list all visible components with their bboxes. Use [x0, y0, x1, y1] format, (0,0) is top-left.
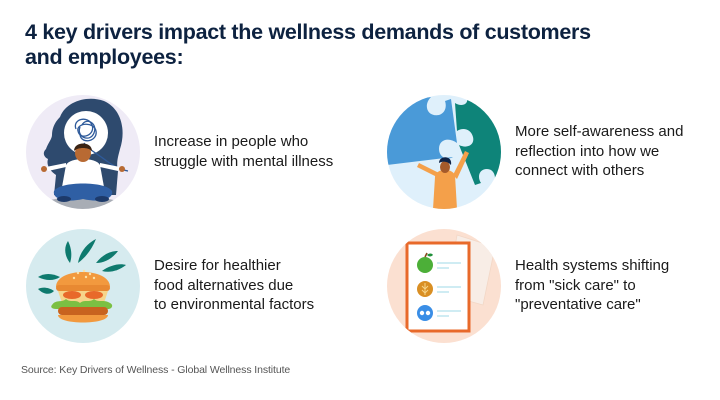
driver-text: Increase in people who struggle with men…: [154, 133, 334, 170]
driver-text: More self-awareness and reflection into …: [515, 123, 684, 179]
healthy-burger-icon: [26, 229, 140, 343]
driver-text: Health systems shifting from "sick care"…: [515, 257, 670, 313]
driver-text: Desire for healthier food alternatives d…: [154, 257, 315, 313]
puzzle-connection-icon: [387, 95, 501, 209]
title-line-1: 4 key drivers impact the wellness demand…: [25, 20, 591, 44]
page-title: 4 key drivers impact the wellness demand…: [25, 20, 705, 70]
title-line-2: and employees:: [25, 45, 184, 69]
mental-health-meditation-icon: [26, 95, 140, 209]
source-citation: Source: Key Drivers of Wellness - Global…: [21, 364, 291, 376]
preventative-care-checklist-icon: [387, 229, 501, 343]
